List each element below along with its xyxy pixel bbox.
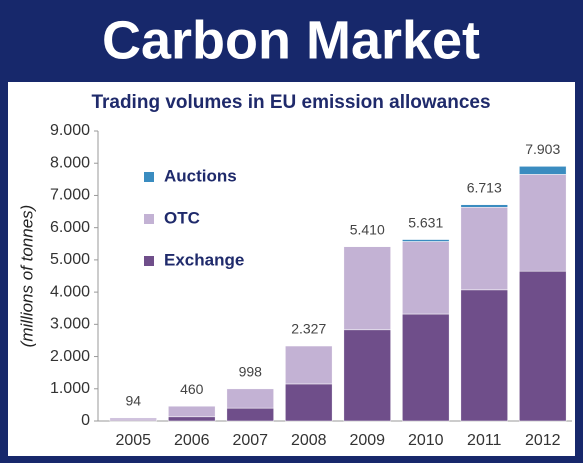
- legend-label: Exchange: [164, 250, 244, 269]
- y-tick-label: 3.000: [50, 316, 90, 333]
- y-tick-label: 1.000: [50, 380, 90, 397]
- y-tick-label: 6.000: [50, 219, 90, 236]
- page-title: Carbon Market: [102, 10, 480, 70]
- y-axis-label: (millions of tonnes): [17, 205, 36, 348]
- total-label: 2.327: [291, 321, 326, 337]
- bar-segment: [109, 417, 157, 421]
- x-tick-label: 2005: [115, 432, 151, 449]
- legend-swatch: [144, 256, 154, 266]
- bar-segment: [343, 329, 391, 422]
- total-label: 94: [125, 393, 141, 409]
- bar-segment: [519, 174, 567, 272]
- bar-segment: [285, 345, 333, 385]
- total-label: 7.903: [525, 141, 560, 157]
- chart-title: Trading volumes in EU emission allowance…: [91, 92, 490, 113]
- y-tick-label: 4.000: [50, 283, 90, 300]
- x-tick-label: 2011: [467, 432, 502, 449]
- bar-segment: [519, 270, 567, 422]
- bar-segment: [519, 166, 567, 175]
- bar-segment: [285, 383, 333, 422]
- bar-segment: [402, 239, 450, 242]
- bar-segment: [168, 416, 216, 422]
- x-tick-label: 2010: [408, 432, 444, 449]
- total-label: 6.713: [467, 179, 502, 195]
- bar-segment: [460, 207, 508, 291]
- y-tick-label: 5.000: [50, 251, 90, 268]
- legend-swatch: [144, 214, 154, 224]
- x-tick-label: 2006: [174, 432, 210, 449]
- total-label: 5.631: [408, 214, 443, 230]
- bar-segment: [226, 388, 274, 409]
- y-tick-label: 8.000: [50, 154, 90, 171]
- x-tick-label: 2007: [232, 432, 268, 449]
- bar-segment: [402, 313, 450, 422]
- legend-label: Auctions: [164, 166, 237, 185]
- bar-segment: [460, 204, 508, 208]
- total-label: 5.410: [350, 221, 385, 237]
- bar-segment: [402, 241, 450, 315]
- legend-label: OTC: [164, 208, 200, 227]
- y-tick-label: 9.000: [50, 122, 90, 139]
- legend-swatch: [144, 172, 154, 182]
- bar-segment: [226, 407, 274, 422]
- y-tick-label: 2.000: [50, 348, 90, 365]
- x-tick-label: 2009: [349, 432, 385, 449]
- x-tick-label: 2012: [525, 432, 561, 449]
- total-label: 460: [180, 381, 204, 397]
- bar-segment: [343, 246, 391, 331]
- total-label: 998: [239, 364, 263, 380]
- x-tick-label: 2008: [291, 432, 327, 449]
- y-tick-label: 7.000: [50, 187, 90, 204]
- y-tick-label: 0: [81, 412, 90, 429]
- bar-segment: [168, 405, 216, 418]
- bar-segment: [460, 289, 508, 422]
